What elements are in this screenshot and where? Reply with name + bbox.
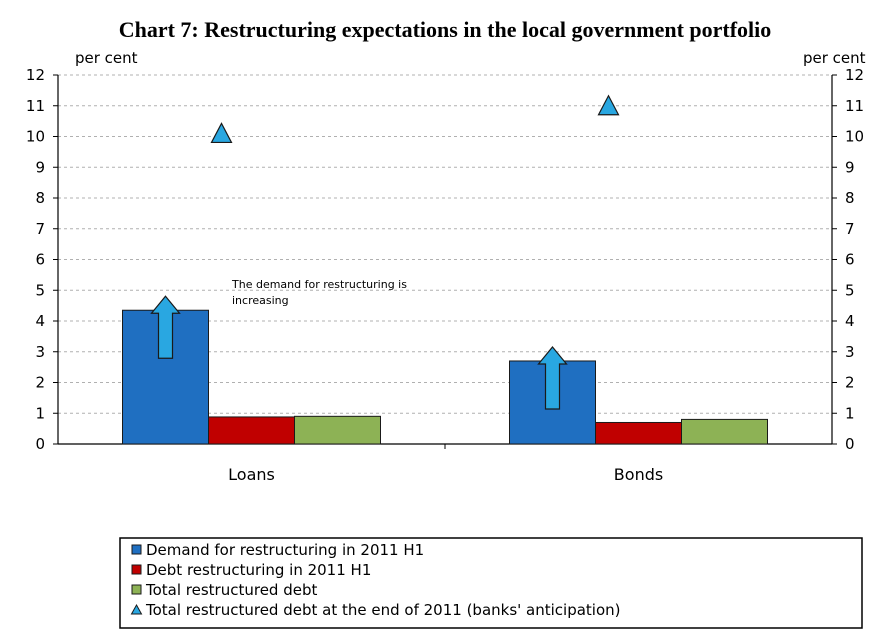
left-tick-label: 2	[35, 374, 45, 392]
left-tick-label: 0	[35, 435, 45, 453]
legend-box	[119, 537, 863, 629]
legend-label: Debt restructuring in 2011 H1	[146, 561, 371, 579]
category-label: Bonds	[614, 465, 663, 484]
bars	[122, 309, 768, 445]
triangle-marker	[597, 94, 620, 116]
right-axis-unit: per cent	[803, 49, 866, 67]
legend-swatch	[131, 584, 142, 595]
left-tick-label: 4	[35, 312, 45, 330]
annotation-line-2: increasing	[232, 294, 289, 307]
bar-debt-restructuring	[208, 416, 295, 445]
legend-label: Total restructured debt	[145, 581, 317, 599]
legend: Demand for restructuring in 2011 H1 Debt …	[119, 537, 863, 629]
left-axis-unit: per cent	[75, 49, 138, 67]
right-tick-label: 2	[845, 374, 855, 392]
up-arrow-icon	[537, 346, 568, 410]
left-tick-label: 5	[35, 281, 45, 299]
left-tick-label: 1	[35, 404, 45, 422]
right-tick-label: 0	[845, 435, 855, 453]
annotation-line-1: The demand for restructuring is	[231, 278, 407, 291]
category-label: Loans	[228, 465, 275, 484]
right-tick-label: 3	[845, 343, 855, 361]
left-tick-label: 12	[26, 66, 45, 84]
legend-label: Total restructured debt at the end of 20…	[145, 601, 621, 619]
right-tick-label: 10	[845, 128, 864, 146]
increase-arrows	[150, 295, 568, 410]
legend-swatch	[131, 564, 142, 575]
up-arrow-icon	[150, 295, 181, 359]
bar-total-restructured	[294, 415, 381, 445]
right-tick-label: 12	[845, 66, 864, 84]
markers	[210, 94, 620, 144]
left-tick-label: 7	[35, 220, 45, 238]
right-tick-label: 9	[845, 158, 855, 176]
chart-title: Chart 7: Restructuring expectations in t…	[119, 17, 772, 42]
left-tick-label: 6	[35, 251, 45, 269]
left-tick-label: 9	[35, 158, 45, 176]
right-tick-label: 7	[845, 220, 855, 238]
left-tick-label: 10	[26, 128, 45, 146]
right-tick-label: 1	[845, 404, 855, 422]
legend-swatch	[131, 544, 142, 555]
annotation-text: The demand for restructuring is increasi…	[231, 278, 410, 307]
right-tick-label: 11	[845, 97, 864, 115]
right-tick-label: 8	[845, 189, 855, 207]
left-tick-label: 3	[35, 343, 45, 361]
category-labels: Loans Bonds	[228, 465, 663, 484]
left-tick-label: 11	[26, 97, 45, 115]
right-tick-label: 6	[845, 251, 855, 269]
legend-label: Demand for restructuring in 2011 H1	[146, 541, 424, 559]
right-tick-label: 4	[845, 312, 855, 330]
left-tick-label: 8	[35, 189, 45, 207]
right-tick-label: 5	[845, 281, 855, 299]
bar-total-restructured	[681, 418, 768, 445]
triangle-marker	[210, 122, 233, 144]
bar-debt-restructuring	[595, 421, 682, 445]
legend-triangle-icon	[130, 603, 143, 615]
